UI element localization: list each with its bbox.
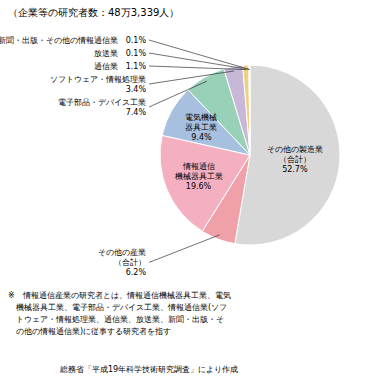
text-line: 52.7% (282, 165, 308, 174)
title: （企業等の研究者数：48万3,339人） (8, 7, 179, 18)
data-label: 電子部品・デバイス工業7.4% (58, 98, 146, 117)
data-label: ソフトウェア・情報処理業3.4% (50, 75, 146, 94)
text-line: 3.4% (126, 85, 147, 94)
pie-slice (224, 65, 250, 155)
data-label: 電気機械器具工業9.4% (185, 113, 217, 142)
text-line: 放送業 0.1% (94, 49, 147, 58)
chart: （企業等の研究者数：48万3,339人）その他の製造業（合計）52.7%情報通信… (0, 0, 381, 392)
note: ※ 情報通信産業の研究者とは、情報通信機械器具工業、電気 機械器具工業、電子部品… (8, 291, 231, 336)
data-label: 通信業 1.1% (94, 62, 147, 71)
text-line: 総務省「平成19年科学技術研究調査」により作成 (59, 365, 238, 374)
pie-slice (243, 65, 250, 155)
leader-line (149, 81, 207, 107)
text-line: トウェア・情報処理業、通信業、放送業、新聞・出版・そ (8, 315, 224, 324)
labels: その他の製造業（合計）52.7%情報通信機械器具工業19.6%電気機械器具工業9… (0, 36, 323, 277)
text-line: ソフトウェア・情報処理業 (50, 75, 146, 84)
text-line: ※ 情報通信産業の研究者とは、情報通信機械器具工業、電気 (8, 291, 231, 300)
text-line: その他の産業 (98, 248, 146, 257)
text-line: 通信業 1.1% (94, 62, 147, 71)
text-line: 9.4% (191, 133, 212, 142)
text-line: 19.6% (186, 182, 212, 191)
leader-line (149, 66, 246, 70)
text-line: 電子部品・デバイス工業 (58, 98, 146, 107)
pie-slice (249, 65, 251, 155)
text-line: （合計） (114, 258, 146, 267)
text-line: 機械器具工業、電子部品・デバイス工業、情報通信業(ソフ (8, 303, 227, 312)
text-line: 新聞・出版・その他の情報通信業 0.1% (0, 36, 146, 45)
data-label: 情報通信機械器具工業19.6% (175, 162, 223, 191)
data-label: 新聞・出版・その他の情報通信業 0.1% (0, 36, 146, 45)
text-line: 7.4% (126, 108, 147, 117)
leader-line (149, 71, 234, 84)
data-label: その他の製造業（合計）52.7% (267, 145, 323, 174)
data-label: その他の産業（合計）6.2% (98, 248, 146, 277)
leader-line (149, 40, 250, 69)
source: 総務省「平成19年科学技術研究調査」により作成 (59, 365, 238, 374)
text-line: 6.2% (126, 268, 147, 277)
pie-slice (249, 65, 250, 155)
data-label: 放送業 0.1% (94, 49, 147, 58)
leader-line (149, 53, 249, 70)
text-line: 情報通信 (182, 162, 215, 171)
pie (160, 65, 340, 245)
leader-line (149, 235, 220, 263)
text-line: 機械器具工業 (175, 172, 223, 181)
text-line: の他の情報通信業)に従事する研究者を指す (8, 327, 171, 336)
text-line: その他の製造業 (267, 145, 323, 154)
text-line: （合計） (279, 155, 311, 164)
text-line: 器具工業 (185, 123, 217, 132)
text-line: 電気機械 (185, 113, 217, 122)
